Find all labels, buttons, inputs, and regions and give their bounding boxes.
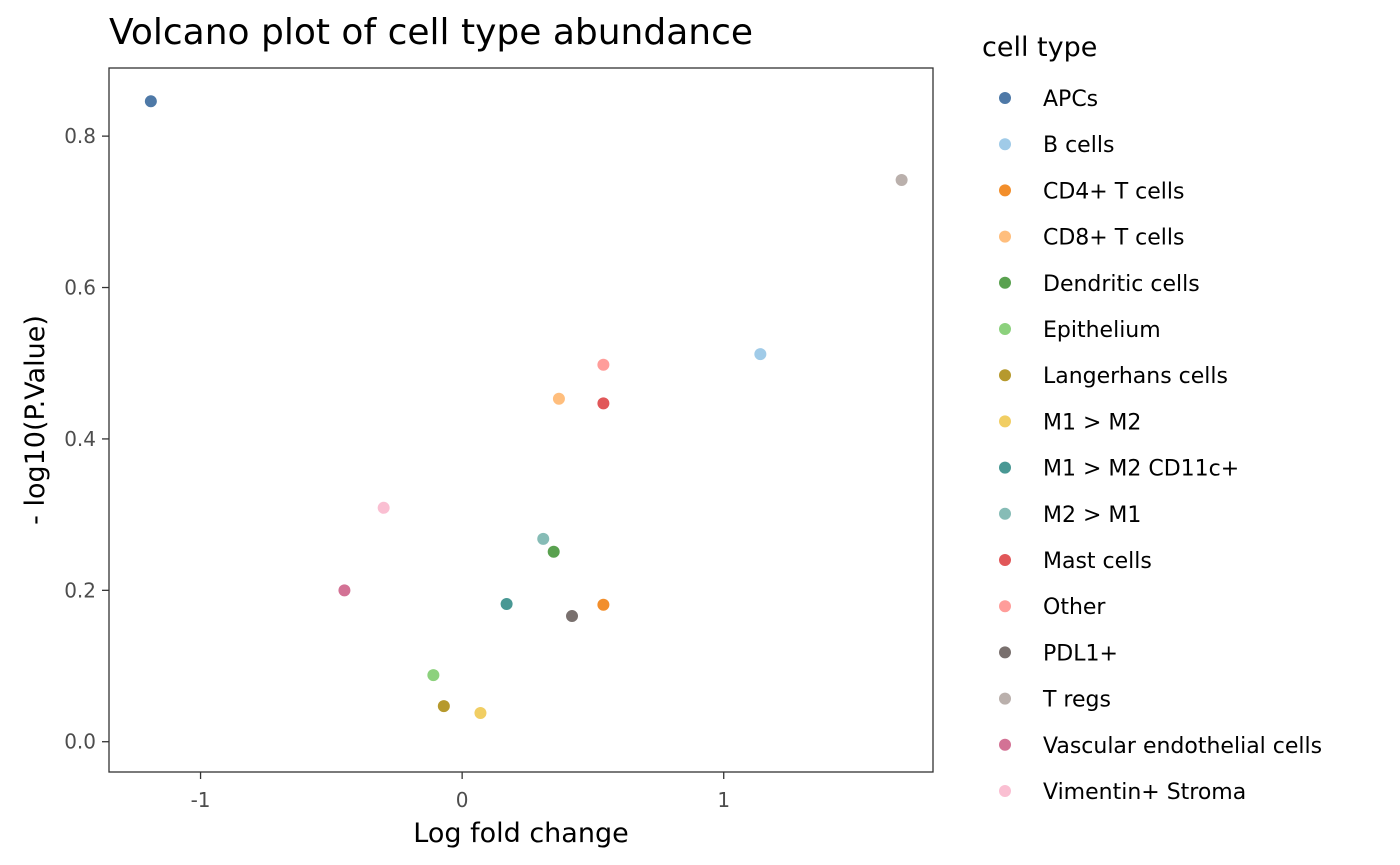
x-axis: -1 0 1 [191, 772, 730, 812]
y-tick-label: 0.4 [64, 427, 96, 451]
data-point [537, 532, 550, 545]
data-point [566, 610, 579, 623]
legend-label: M1 > M2 [1043, 410, 1141, 435]
data-point [547, 545, 560, 558]
data-point [474, 706, 487, 719]
x-tick-label: -1 [191, 788, 211, 812]
data-point [500, 597, 513, 610]
legend-label: Langerhans cells [1043, 364, 1228, 389]
x-tick-label: 1 [717, 788, 730, 812]
legend-key [999, 92, 1011, 104]
y-tick-label: 0.2 [64, 578, 96, 602]
legend-label: CD4+ T cells [1043, 179, 1184, 204]
legend-key [999, 138, 1011, 151]
legend-key [999, 785, 1011, 797]
legend-label: Mast cells [1043, 549, 1152, 574]
legend-key [999, 692, 1011, 705]
data-point [754, 348, 767, 361]
legend-label: Vimentin+ Stroma [1043, 780, 1246, 805]
legend-key [999, 554, 1011, 566]
legend-label: Vascular endothelial cells [1043, 734, 1322, 759]
legend-label: M2 > M1 [1043, 503, 1141, 528]
legend-key [999, 507, 1011, 520]
legend-label: B cells [1043, 133, 1114, 158]
data-point [427, 669, 440, 682]
y-tick-label: 0.0 [64, 730, 96, 754]
legend-key [999, 369, 1011, 382]
legend-key [999, 600, 1011, 613]
y-tick-label: 0.8 [64, 124, 96, 148]
y-tick-label: 0.6 [64, 276, 96, 300]
legend-key [999, 230, 1011, 243]
legend-key [999, 461, 1011, 474]
legend-title: cell type [982, 32, 1097, 63]
y-axis: 0.0 0.2 0.4 0.6 0.8 [64, 124, 109, 754]
x-axis-title: Log fold change [413, 818, 628, 849]
legend-label: Other [1043, 595, 1106, 620]
panel-border [108, 67, 934, 773]
data-point [597, 397, 610, 410]
data-points [144, 95, 908, 719]
data-point [437, 700, 450, 713]
legend-label: T regs [1042, 688, 1111, 713]
data-point [338, 584, 351, 597]
data-point [552, 392, 565, 405]
legend-label: Epithelium [1043, 318, 1161, 343]
data-point [377, 501, 390, 514]
chart-title: Volcano plot of cell type abundance [109, 12, 753, 53]
legend-label: Dendritic cells [1043, 272, 1200, 297]
legend-label: M1 > M2 CD11c+ [1043, 457, 1239, 482]
x-tick-label: 0 [456, 788, 469, 812]
legend-key [999, 323, 1011, 335]
data-point [597, 598, 610, 611]
legend-key [999, 646, 1011, 659]
legend-key [999, 276, 1011, 289]
legend-label: PDL1+ [1043, 641, 1118, 666]
plot-panel [108, 67, 934, 773]
y-axis-title: - log10(P.Value) [20, 315, 51, 525]
legend: cell type APCs B cells CD4+ T cells CD8+ T … [982, 32, 1322, 805]
legend-key [999, 738, 1011, 751]
legend-key [999, 415, 1011, 428]
legend-label: APCs [1043, 87, 1098, 112]
legend-label: CD8+ T cells [1043, 226, 1184, 251]
data-point [144, 95, 157, 108]
data-point [597, 358, 610, 371]
legend-key [999, 184, 1011, 197]
data-point [895, 174, 908, 187]
